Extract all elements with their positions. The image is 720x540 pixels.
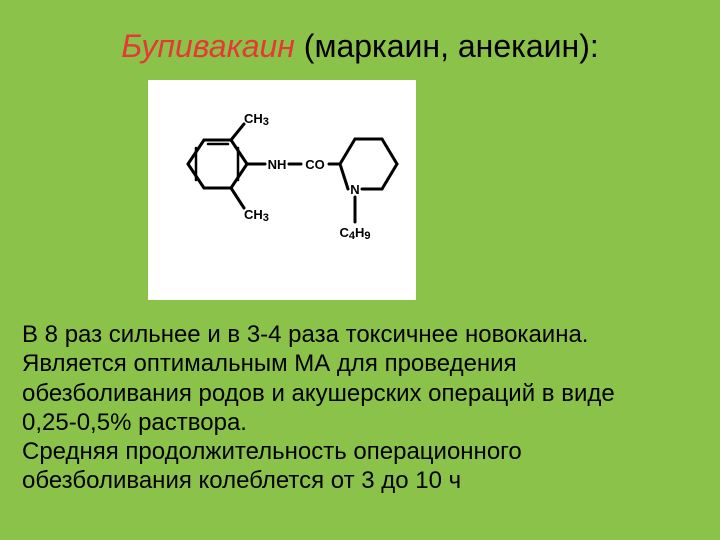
body-line: обезболивания родов и акушерских операци… [22,379,698,408]
title-rest: (маркаин, анекаин): [295,28,599,64]
body-paragraph: В 8 раз сильнее и в 3-4 раза токсичнее н… [22,320,698,496]
chemical-structure: CH3 CH3 NH CO N C4H9 [148,80,416,300]
svg-text:N: N [350,182,359,197]
body-line: 0,25-0,5% раствора. [22,408,698,437]
slide-title: Бупивакаин (маркаин, анекаин): [0,28,720,65]
svg-text:CO: CO [305,157,325,172]
structure-svg: CH3 CH3 NH CO N C4H9 [148,80,416,300]
body-line: Средняя продолжительность операционного [22,437,698,466]
body-line: обезболивания колеблется от 3 до 10 ч [22,466,698,495]
body-line: Является оптимальным МА для проведения [22,349,698,378]
svg-text:C4H9: C4H9 [339,225,370,242]
svg-text:NH: NH [268,157,287,172]
svg-text:CH3: CH3 [244,207,269,224]
title-emphasis: Бупивакаин [121,28,295,64]
body-line: В 8 раз сильнее и в 3-4 раза токсичнее н… [22,320,698,349]
svg-text:CH3: CH3 [244,111,269,128]
